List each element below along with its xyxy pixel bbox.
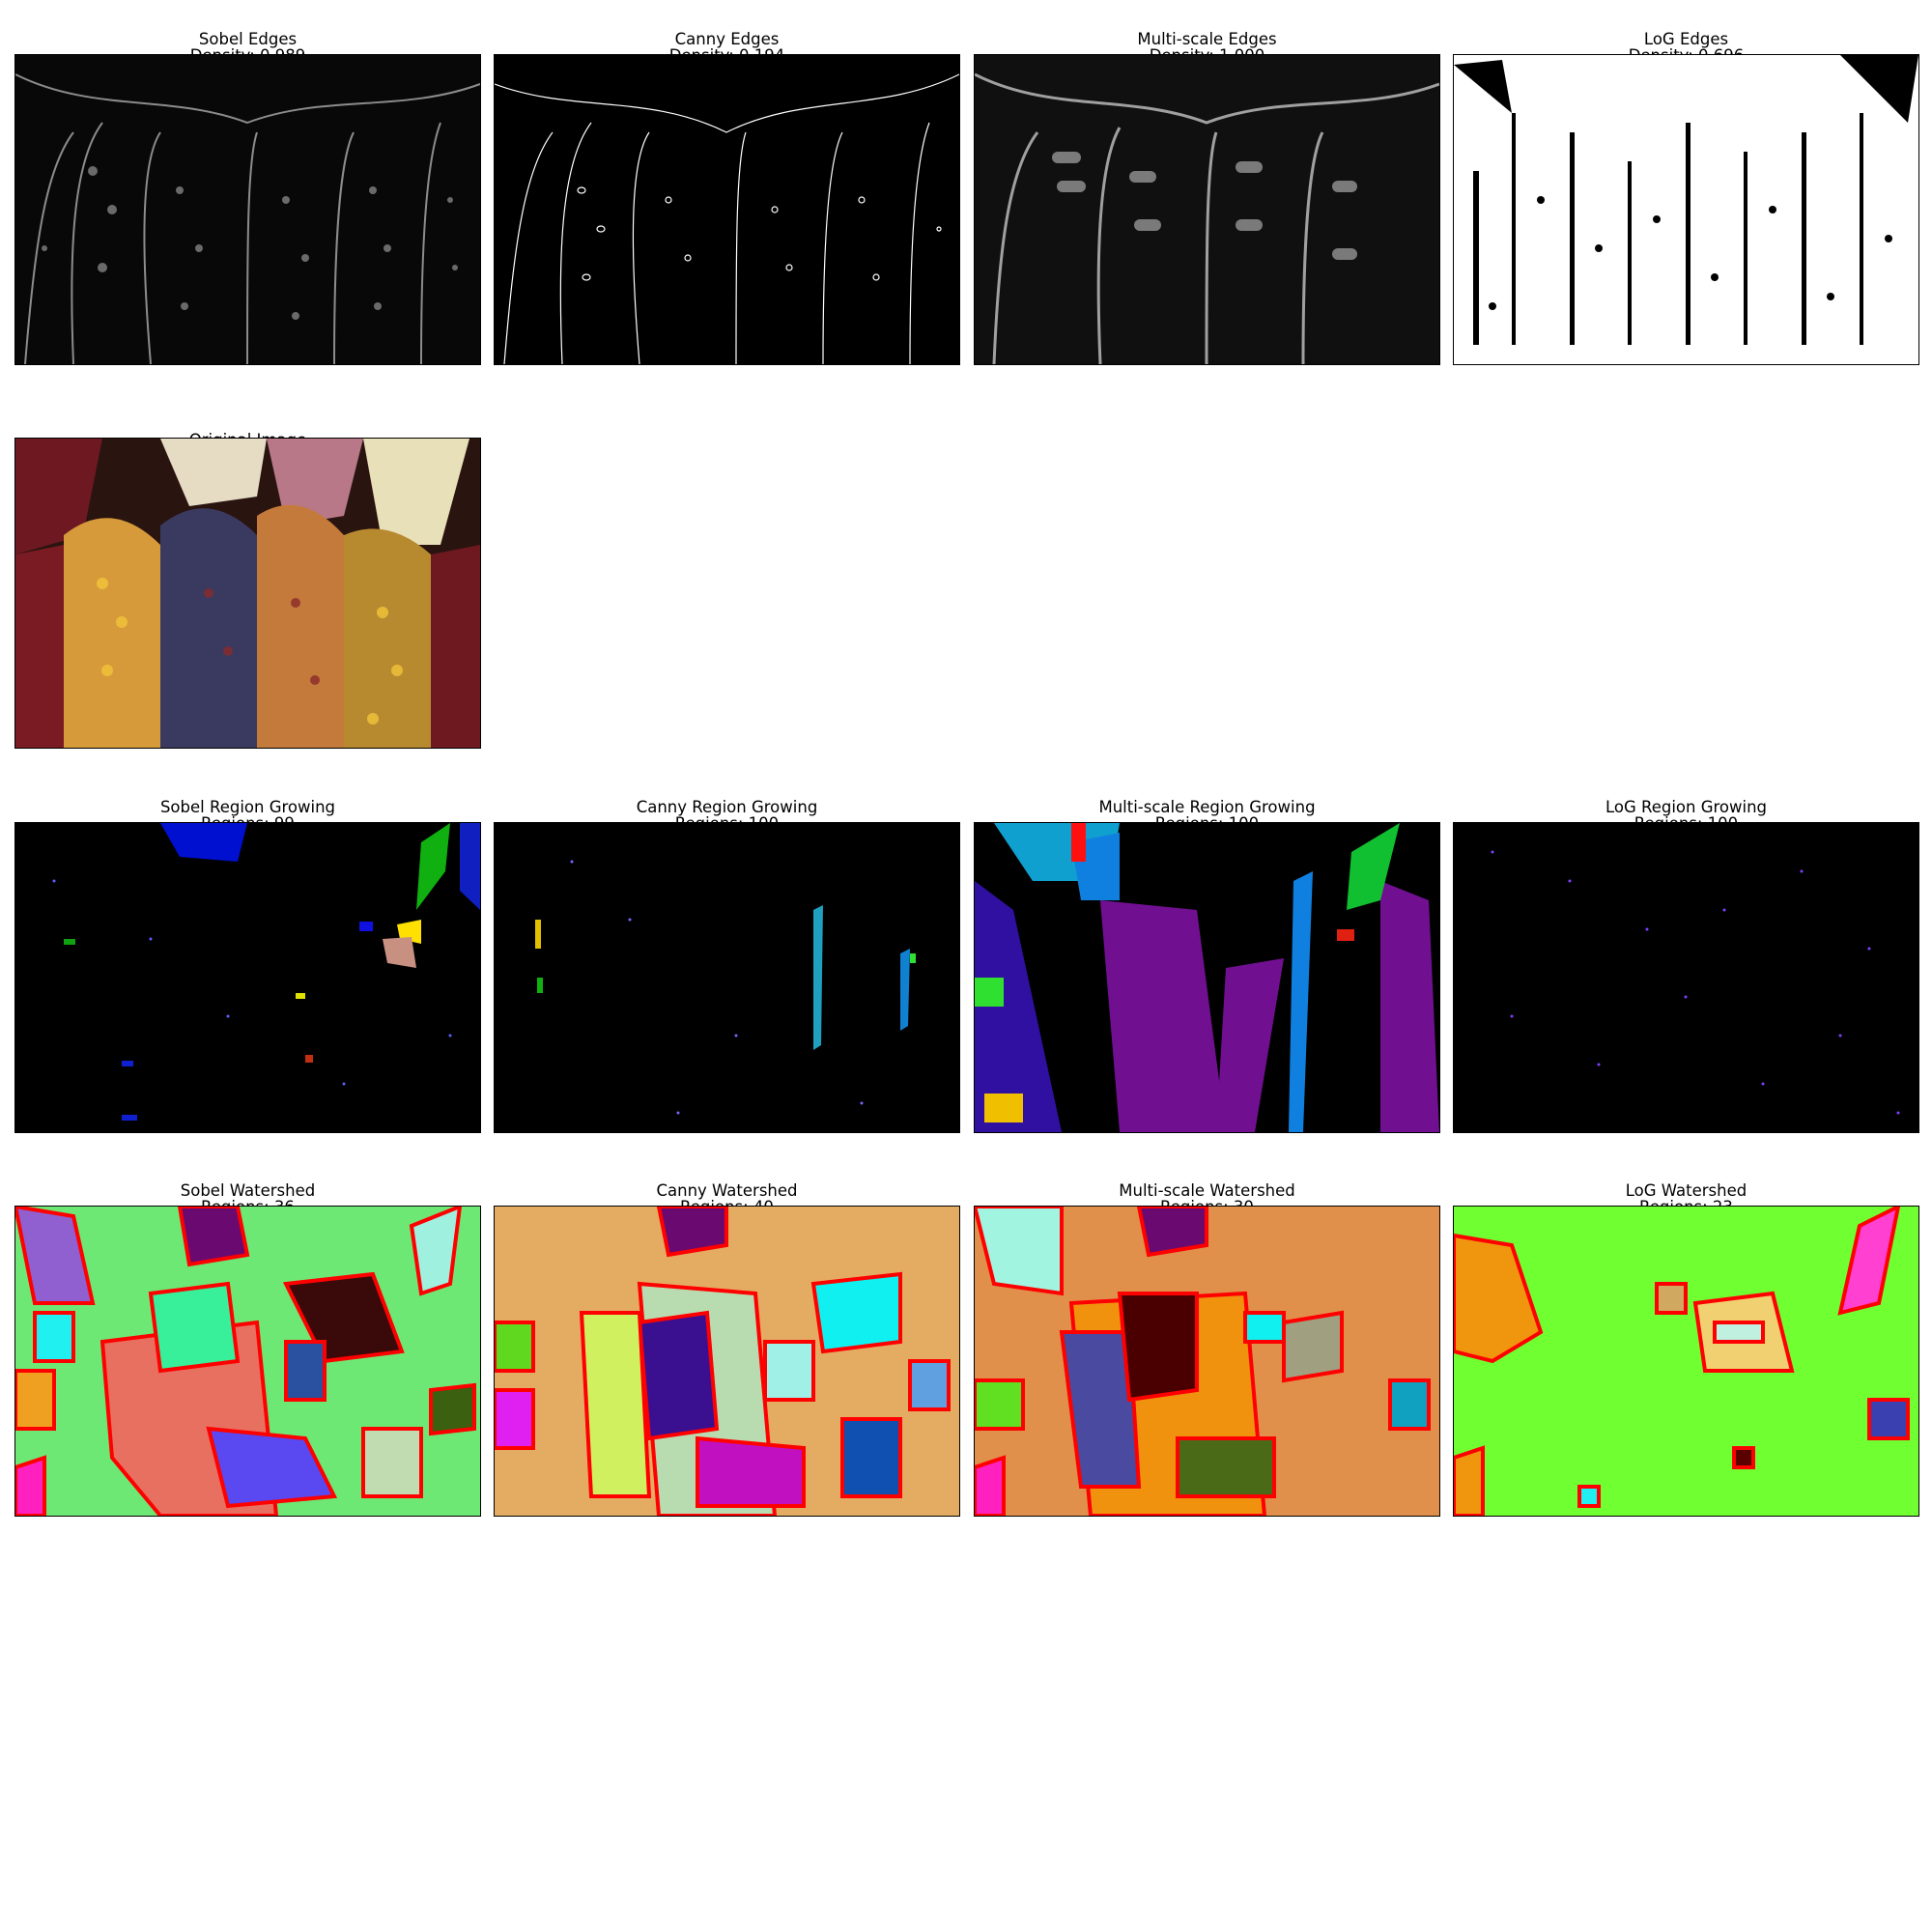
region-map-icon <box>15 823 480 1132</box>
canny-edges-panel: Canny EdgesDensity: 0.194 <box>494 14 960 365</box>
region-map-icon <box>495 823 959 1132</box>
multiscale-watershed-panel: Multi-scale WatershedRegions: 30 <box>974 1166 1440 1517</box>
original-image <box>14 438 481 749</box>
grayscale-edge-map-icon <box>975 55 1439 364</box>
canny-edge-image <box>494 54 960 365</box>
sobel-edge-image <box>14 54 481 365</box>
log-edge-image <box>1453 54 1919 365</box>
binary-edge-map-icon <box>1454 55 1918 364</box>
multiscale-region-growing-panel: Multi-scale Region GrowingRegions: 100 <box>974 782 1440 1133</box>
binary-edge-map-icon <box>495 55 959 364</box>
canny-watershed-image <box>494 1206 960 1517</box>
multiscale-watershed-image <box>974 1206 1440 1517</box>
corn-photo-icon <box>15 439 480 748</box>
canny-region-growing-image <box>494 822 960 1133</box>
multiscale-region-growing-image <box>974 822 1440 1133</box>
watershed-map-icon <box>495 1207 959 1516</box>
log-edges-panel: LoG EdgesDensity: 0.696 <box>1453 14 1919 365</box>
log-watershed-image <box>1453 1206 1919 1517</box>
log-watershed-panel: LoG WatershedRegions: 23 <box>1453 1166 1919 1517</box>
grayscale-edge-map-icon <box>15 55 480 364</box>
log-region-growing-panel: LoG Region GrowingRegions: 100 <box>1453 782 1919 1133</box>
sobel-region-growing-panel: Sobel Region GrowingRegions: 99 <box>14 782 481 1133</box>
sobel-watershed-panel: Sobel WatershedRegions: 36 <box>14 1166 481 1517</box>
region-map-icon <box>975 823 1439 1132</box>
watershed-map-icon <box>975 1207 1439 1516</box>
sobel-region-growing-image <box>14 822 481 1133</box>
watershed-map-icon <box>15 1207 480 1516</box>
multiscale-edge-image <box>974 54 1440 365</box>
canny-watershed-panel: Canny WatershedRegions: 40 <box>494 1166 960 1517</box>
original-image-panel: Original Image <box>14 415 481 749</box>
canny-region-growing-panel: Canny Region GrowingRegions: 100 <box>494 782 960 1133</box>
region-map-icon <box>1454 823 1918 1132</box>
multiscale-edges-panel: Multi-scale EdgesDensity: 1.000 <box>974 14 1440 365</box>
sobel-edges-panel: Sobel EdgesDensity: 0.989 <box>14 14 481 365</box>
watershed-map-icon <box>1454 1207 1918 1516</box>
sobel-watershed-image <box>14 1206 481 1517</box>
log-region-growing-image <box>1453 822 1919 1133</box>
